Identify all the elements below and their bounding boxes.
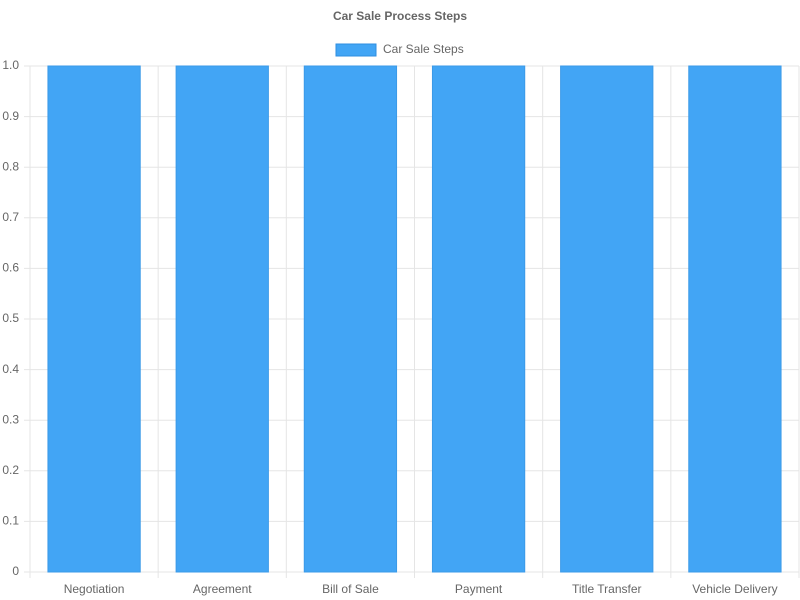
y-tick-label: 0.9 (2, 109, 19, 123)
x-tick-label: Bill of Sale (322, 582, 379, 596)
y-tick-label: 0.3 (2, 412, 19, 426)
y-tick-label: 0.5 (2, 311, 19, 325)
x-tick-label: Agreement (193, 582, 252, 596)
x-tick-label: Vehicle Delivery (692, 582, 777, 596)
y-tick-label: 0.8 (2, 159, 19, 173)
bar (560, 65, 654, 573)
y-tick-label: 1.0 (2, 58, 19, 72)
y-tick-label: 0.4 (2, 362, 19, 376)
legend-swatch (335, 43, 377, 57)
chart-title: Car Sale Process Steps (333, 9, 467, 23)
bar (175, 65, 269, 573)
bar (431, 65, 526, 573)
x-tick-label: Negotiation (64, 582, 125, 596)
y-tick-label: 0.7 (2, 210, 19, 224)
y-tick-label: 0 (12, 564, 19, 578)
x-tick-label: Title Transfer (572, 582, 642, 596)
legend-label: Car Sale Steps (383, 42, 464, 56)
bar (688, 65, 782, 573)
y-tick-label: 0.2 (2, 463, 19, 477)
bar (47, 65, 141, 573)
bar (303, 65, 398, 573)
x-tick-label: Payment (455, 582, 503, 596)
y-tick-label: 0.1 (2, 514, 19, 528)
y-tick-label: 0.6 (2, 261, 19, 275)
